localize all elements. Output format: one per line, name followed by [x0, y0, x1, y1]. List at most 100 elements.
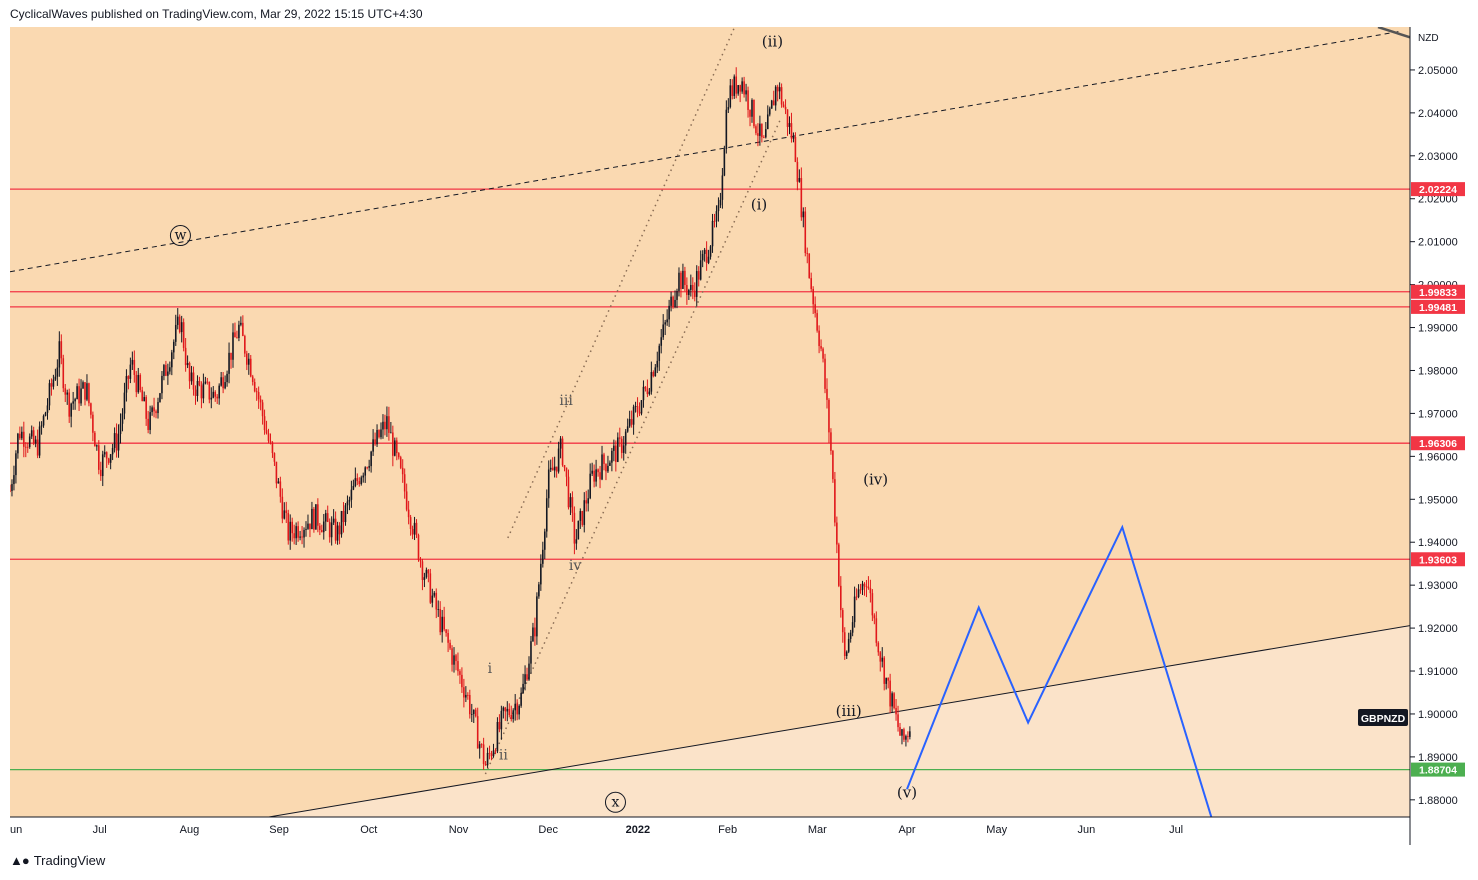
candle-body [620, 438, 623, 453]
candle-body [380, 429, 382, 438]
candle-body [407, 509, 410, 518]
candle-body [841, 610, 844, 633]
candle-body [577, 520, 580, 540]
level-price-tag [1411, 299, 1465, 314]
candle-body [372, 439, 374, 452]
candle-body [236, 337, 238, 339]
candle-body [334, 518, 337, 541]
candle-body [617, 437, 619, 462]
candle-body [859, 589, 862, 591]
symbol-label: GBPNZD [1361, 713, 1406, 725]
candle-body [705, 249, 708, 263]
candle-body [362, 475, 365, 478]
candle-body [224, 382, 226, 389]
x-tick-label: 2022 [626, 824, 650, 836]
wave-label: iii [559, 393, 573, 409]
candle-body [557, 448, 560, 472]
candle-body [737, 85, 739, 94]
candle-body [875, 618, 878, 643]
candle-body [415, 522, 418, 535]
candle-body [319, 525, 321, 530]
candle-body [879, 652, 882, 662]
candle-body [437, 609, 440, 610]
candle-body [857, 589, 860, 597]
candle-body [843, 632, 846, 657]
candle-body [356, 478, 359, 482]
candle-body [806, 253, 809, 254]
candle-body [242, 322, 244, 337]
candle-body [38, 426, 41, 456]
candle-body [368, 466, 370, 468]
candle-body [13, 475, 15, 485]
candle-body [869, 588, 872, 594]
candlesticks [10, 67, 911, 770]
x-tick-label: Jul [93, 824, 107, 836]
candle-body [609, 462, 611, 466]
candle-body [182, 322, 185, 348]
y-tick-label: 1.92000 [1418, 623, 1458, 635]
candle-body [265, 430, 268, 434]
candle-body [238, 324, 240, 338]
candle-body [111, 447, 114, 455]
candle-body [674, 299, 676, 307]
candle-body [680, 272, 682, 289]
candle-body [838, 544, 840, 586]
x-tick-label: May [986, 824, 1007, 836]
candle-body [615, 445, 617, 462]
candle-body [94, 432, 96, 447]
level-price-tag [1411, 762, 1465, 777]
candle-body [796, 161, 799, 182]
candle-body [165, 365, 167, 376]
candle-body [693, 290, 696, 297]
candle-body [589, 473, 591, 499]
candle-body [133, 359, 136, 375]
candle-body [709, 246, 712, 257]
candle-body [439, 609, 442, 633]
candle-body [480, 744, 483, 746]
candle-body [611, 450, 613, 463]
level-price-tag [1411, 436, 1465, 451]
candle-body [743, 81, 745, 95]
candle-body [755, 126, 757, 134]
candle-body [338, 525, 341, 535]
candle-body [137, 375, 140, 393]
candle-body [167, 371, 169, 376]
candle-body [504, 707, 507, 712]
candle-body [845, 651, 848, 657]
wave-label: i [488, 661, 493, 677]
candle-body [125, 376, 128, 393]
candle-body [246, 353, 248, 365]
candle-body [273, 453, 276, 462]
candle-body [567, 476, 570, 508]
candle-body [453, 655, 455, 665]
candle-body [524, 674, 526, 684]
candle-body [664, 322, 666, 325]
wave-label: (iii) [836, 702, 862, 720]
candle-body [636, 406, 639, 412]
candle-body [682, 270, 684, 289]
candle-body [632, 406, 635, 425]
candle-body [10, 490, 11, 492]
candle-body [147, 418, 149, 430]
candle-body [579, 511, 582, 521]
candle-body [834, 479, 836, 523]
channel-line [507, 27, 736, 539]
candle-body [216, 396, 219, 399]
candle-body [490, 753, 493, 757]
candle-body [281, 496, 284, 519]
candle-body [808, 253, 811, 279]
candle-body [887, 677, 889, 681]
candle-body [443, 616, 445, 630]
candle-body [62, 358, 65, 389]
candle-body [654, 367, 657, 377]
candle-body [117, 434, 120, 451]
candle-body [149, 412, 151, 430]
candle-body [30, 430, 33, 437]
candle-body [832, 450, 834, 480]
candle-body [417, 534, 420, 560]
candle-body [54, 376, 57, 380]
candle-body [889, 680, 891, 707]
candle-body [469, 695, 471, 715]
candle-body [885, 677, 887, 684]
